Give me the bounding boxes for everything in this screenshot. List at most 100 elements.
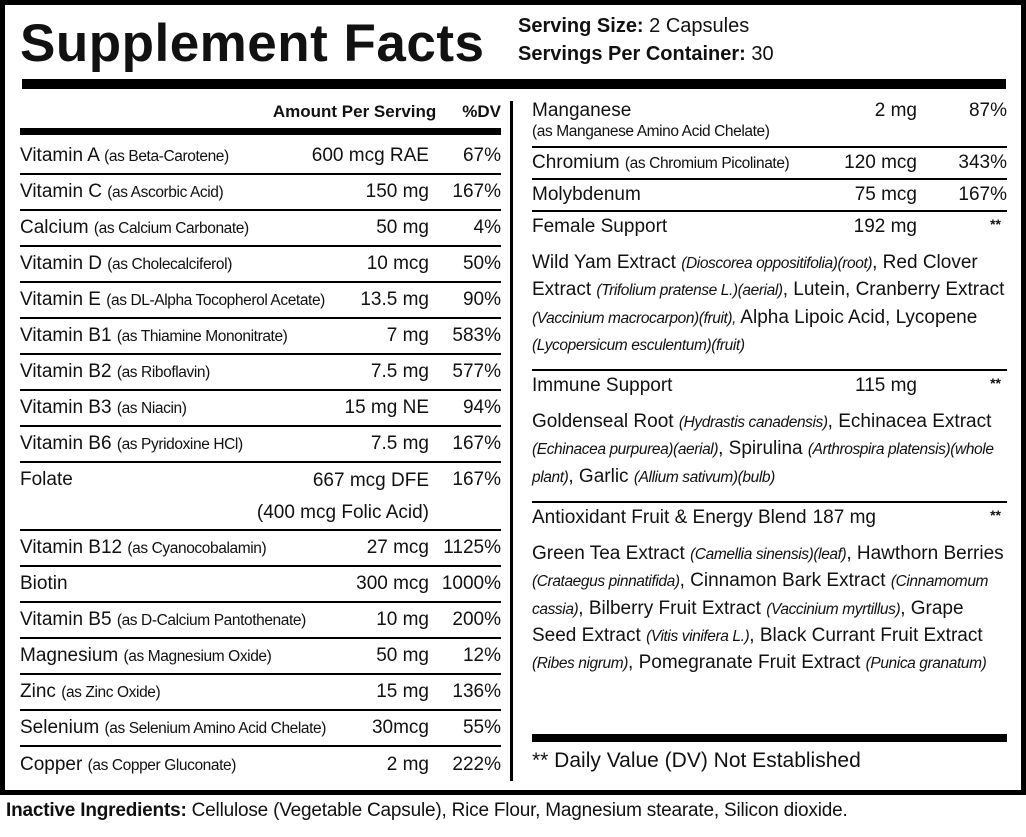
nutrient-amount: 10 mg bbox=[376, 609, 429, 630]
nutrient-name: Folate bbox=[20, 469, 257, 491]
nutrient-label: Calcium bbox=[20, 216, 89, 238]
table-row: Vitamin C (as Ascorbic Acid) 150 mg 167% bbox=[20, 175, 501, 211]
nutrient-name: Copper (as Copper Gluconate) bbox=[20, 754, 387, 777]
nutrient-name: Vitamin E (as DL-Alpha Tocopherol Acetat… bbox=[20, 289, 360, 312]
table-row: Vitamin B2 (as Riboflavin) 7.5 mg 577% bbox=[20, 355, 501, 391]
header-divider bbox=[20, 128, 501, 135]
blend-name: Antioxidant Fruit & Energy Blend bbox=[532, 507, 807, 529]
amount-primary: 667 mcg DFE bbox=[312, 470, 429, 491]
nutrient-name: Calcium (as Calcium Carbonate) bbox=[20, 217, 376, 240]
daily-value: 90% bbox=[462, 289, 501, 310]
table-row: Vitamin B5 (as D-Calcium Pantothenate) 10… bbox=[20, 603, 501, 639]
nutrient-source: (as Riboflavin) bbox=[116, 363, 210, 381]
column-divider bbox=[510, 101, 513, 781]
blend-ingredients: Wild Yam Extract (Dioscorea oppositifoli… bbox=[532, 242, 1007, 372]
nutrient-label: Vitamin B6 bbox=[20, 432, 112, 454]
ingredient-latin-name: (Allium sativum)(bulb) bbox=[633, 468, 775, 486]
blend-row: Immune Support 115 mg ** bbox=[532, 371, 1007, 401]
nutrient-amount: 667 mcg DFE (400 mcg Folic Acid) bbox=[257, 465, 429, 529]
nutrient-table-right: Manganese (as Manganese Amino Acid Chelat… bbox=[532, 96, 1007, 688]
title-divider bbox=[22, 79, 1006, 89]
ingredient-latin-name: (Dioscorea oppositifolia)(root) bbox=[681, 255, 873, 272]
ingredient-latin-name: (Punica granatum) bbox=[865, 655, 987, 673]
nutrient-source: (as Magnesium Oxide) bbox=[123, 647, 272, 665]
nutrient-label: Vitamin B12 bbox=[20, 536, 123, 558]
nutrient-label: Vitamin E bbox=[20, 288, 101, 310]
daily-value: 343% bbox=[958, 152, 1007, 173]
ingredient-latin-name: (Vaccinium myrtillus) bbox=[766, 600, 901, 618]
dv-note: ** Daily Value (DV) Not Established bbox=[532, 749, 861, 772]
table-row: Vitamin B6 (as Pyridoxine HCl) 7.5 mg 167% bbox=[20, 427, 501, 463]
nutrient-amount: 7.5 mg bbox=[370, 433, 429, 454]
right-rows: Manganese (as Manganese Amino Acid Chelat… bbox=[532, 96, 1007, 212]
nutrient-label: Chromium bbox=[532, 152, 620, 173]
nutrient-label: Selenium bbox=[20, 716, 100, 738]
ingredient-text: , Bilberry Fruit Extract bbox=[578, 597, 767, 619]
nutrient-name: Manganese (as Manganese Amino Acid Chelat… bbox=[532, 100, 817, 142]
table-row: Magnesium (as Magnesium Oxide) 50 mg 12% bbox=[20, 639, 501, 675]
ingredient-latin-name: (Arthrospira platensis)(whole plant) bbox=[532, 441, 994, 486]
daily-value: 4% bbox=[473, 217, 501, 238]
table-row: Zinc (as Zinc Oxide) 15 mg 136% bbox=[20, 675, 501, 711]
nutrient-name: Molybdenum bbox=[532, 184, 817, 206]
nutrient-source: (as D-Calcium Pantothenate) bbox=[116, 611, 306, 629]
nutrient-amount: 150 mg bbox=[365, 181, 429, 202]
amount-header: Amount Per Serving bbox=[272, 102, 437, 121]
nutrient-amount: 75 mcg bbox=[854, 184, 917, 205]
blend-daily-value: ** bbox=[990, 375, 1001, 392]
nutrient-label: Zinc bbox=[20, 680, 56, 702]
daily-value: 87% bbox=[968, 100, 1007, 121]
table-row: Vitamin B3 (as Niacin) 15 mg NE 94% bbox=[20, 391, 501, 427]
nutrient-amount: 600 mcg RAE bbox=[311, 145, 429, 166]
amount-secondary: (400 mcg Folic Acid) bbox=[256, 502, 429, 523]
nutrient-amount: 30mcg bbox=[371, 717, 429, 738]
blend-name: Female Support bbox=[532, 216, 668, 237]
table-row: Vitamin B12 (as Cyanocobalamin) 27 mcg 112… bbox=[20, 531, 501, 567]
daily-value: 583% bbox=[452, 325, 501, 346]
ingredient-latin-name: (Camellia sinensis)(leaf) bbox=[690, 546, 847, 564]
daily-value: 12% bbox=[462, 645, 501, 666]
inactive-ingredients: Inactive Ingredients: Cellulose (Vegetab… bbox=[6, 800, 848, 822]
supplement-facts-panel bbox=[0, 0, 1026, 795]
nutrient-name: Vitamin B1 (as Thiamine Mononitrate) bbox=[20, 325, 387, 348]
servings-per-container-label: Servings Per Container: bbox=[518, 43, 746, 65]
daily-value: 50% bbox=[462, 253, 501, 274]
ingredient-text: , Red Clover Extract bbox=[532, 252, 978, 301]
daily-value: 1125% bbox=[443, 537, 501, 558]
nutrient-name: Magnesium (as Magnesium Oxide) bbox=[20, 645, 376, 668]
nutrient-amount: 27 mcg bbox=[366, 537, 429, 558]
nutrient-amount: 7.5 mg bbox=[370, 361, 429, 382]
ingredient-text: Green Tea Extract bbox=[532, 543, 691, 565]
daily-value: 577% bbox=[452, 361, 501, 382]
ingredient-latin-name: (Trifolium pratense L.)(aerial) bbox=[596, 282, 783, 300]
inactive-text: Cellulose (Vegetable Capsule), Rice Flou… bbox=[186, 800, 848, 821]
nutrient-source: (as Selenium Amino Acid Chelate) bbox=[104, 719, 327, 737]
ingredient-text: , Garlic bbox=[568, 465, 634, 487]
blend-ingredients: Goldenseal Root (Hydrastis canadensis), … bbox=[532, 401, 1007, 504]
serving-size-value: 2 Capsules bbox=[643, 15, 750, 37]
daily-value: 167% bbox=[452, 433, 501, 454]
daily-value: 200% bbox=[452, 609, 501, 630]
table-row: Copper (as Copper Gluconate) 2 mg 222% bbox=[20, 747, 501, 783]
blends: Female Support 192 mg ** Wild Yam Extract (… bbox=[532, 212, 1007, 688]
nutrient-label: Magnesium bbox=[20, 644, 119, 666]
nutrient-source: (as Calcium Carbonate) bbox=[93, 219, 249, 237]
blend-name: Immune Support bbox=[532, 375, 673, 397]
nutrient-label: Folate bbox=[20, 469, 73, 490]
nutrient-source: (as Pyridoxine HCl) bbox=[116, 435, 243, 453]
daily-value: 55% bbox=[462, 717, 501, 738]
nutrient-label: Vitamin B3 bbox=[20, 396, 112, 418]
ingredient-text: , Hawthorn Berries bbox=[846, 543, 1004, 565]
left-rows: Vitamin A (as Beta-Carotene) 600 mcg RAE 6… bbox=[20, 139, 501, 783]
nutrient-source: (as Chromium Picolinate) bbox=[624, 155, 790, 172]
nutrient-name: Vitamin C (as Ascorbic Acid) bbox=[20, 181, 366, 204]
daily-value: 167% bbox=[958, 184, 1007, 205]
blend-row: Female Support 192 mg ** bbox=[532, 212, 1007, 242]
blend-amount: 187 mg bbox=[812, 507, 876, 529]
table-row: Chromium (as Chromium Picolinate) 120 mcg… bbox=[532, 148, 1007, 180]
daily-value: 222% bbox=[452, 754, 501, 775]
nutrient-source: (as Cyanocobalamin) bbox=[127, 539, 267, 557]
nutrient-name: Vitamin B3 (as Niacin) bbox=[20, 397, 345, 420]
ingredient-latin-name: (Echinacea purpurea)(aerial) bbox=[532, 441, 719, 459]
nutrient-source: (as Beta-Carotene) bbox=[104, 147, 229, 165]
